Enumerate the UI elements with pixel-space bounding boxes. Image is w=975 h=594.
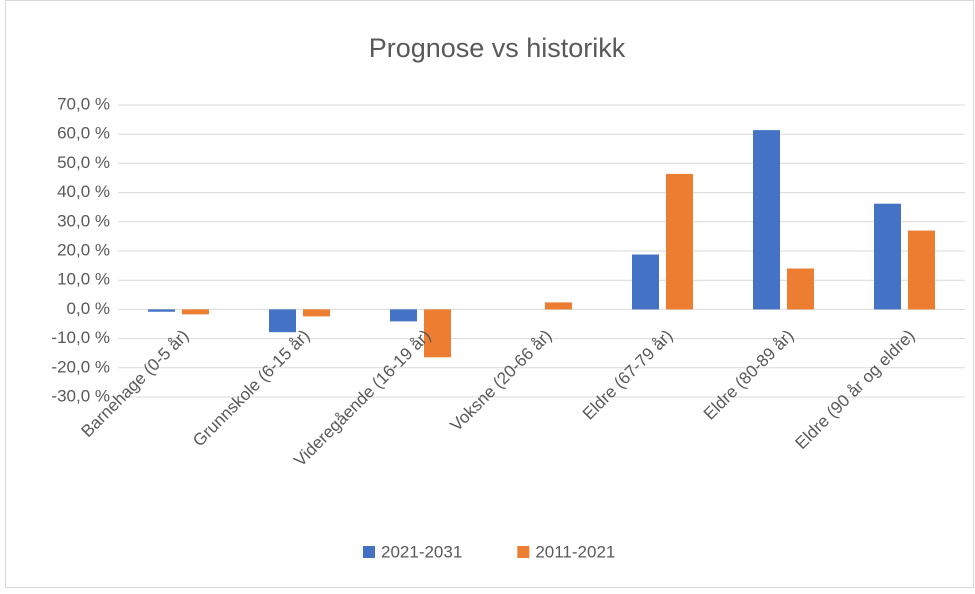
legend-swatch	[517, 546, 530, 558]
bar	[148, 309, 175, 312]
y-tick-label: 10,0 %	[57, 270, 110, 289]
y-tick-label: -20,0 %	[51, 357, 110, 376]
legend-label: 2011-2021	[535, 542, 615, 561]
y-tick-label: 70,0 %	[57, 94, 110, 113]
chart-frame	[5, 0, 974, 588]
bar	[908, 230, 935, 310]
bar	[424, 309, 451, 358]
bar	[545, 302, 572, 310]
bar	[666, 173, 693, 310]
legend-label: 2021-2031	[381, 542, 462, 561]
y-tick-label: 30,0 %	[57, 211, 110, 230]
chart-title: Prognose vs historikk	[369, 33, 626, 63]
bar	[874, 203, 901, 310]
bar	[390, 309, 417, 322]
y-tick-label: 60,0 %	[57, 124, 110, 143]
bar	[182, 309, 209, 315]
y-tick-label: 20,0 %	[57, 240, 110, 259]
bar	[753, 130, 780, 310]
bar	[269, 309, 296, 333]
y-tick-label: -30,0 %	[51, 386, 110, 405]
legend-swatch	[363, 546, 375, 558]
y-tick-label: -10,0 %	[51, 328, 110, 347]
bar	[303, 309, 330, 317]
y-tick-label: 40,0 %	[57, 182, 110, 201]
bar	[632, 254, 659, 310]
y-tick-label: 50,0 %	[57, 153, 110, 172]
bar	[787, 268, 814, 310]
y-tick-label: 0,0 %	[67, 299, 110, 318]
